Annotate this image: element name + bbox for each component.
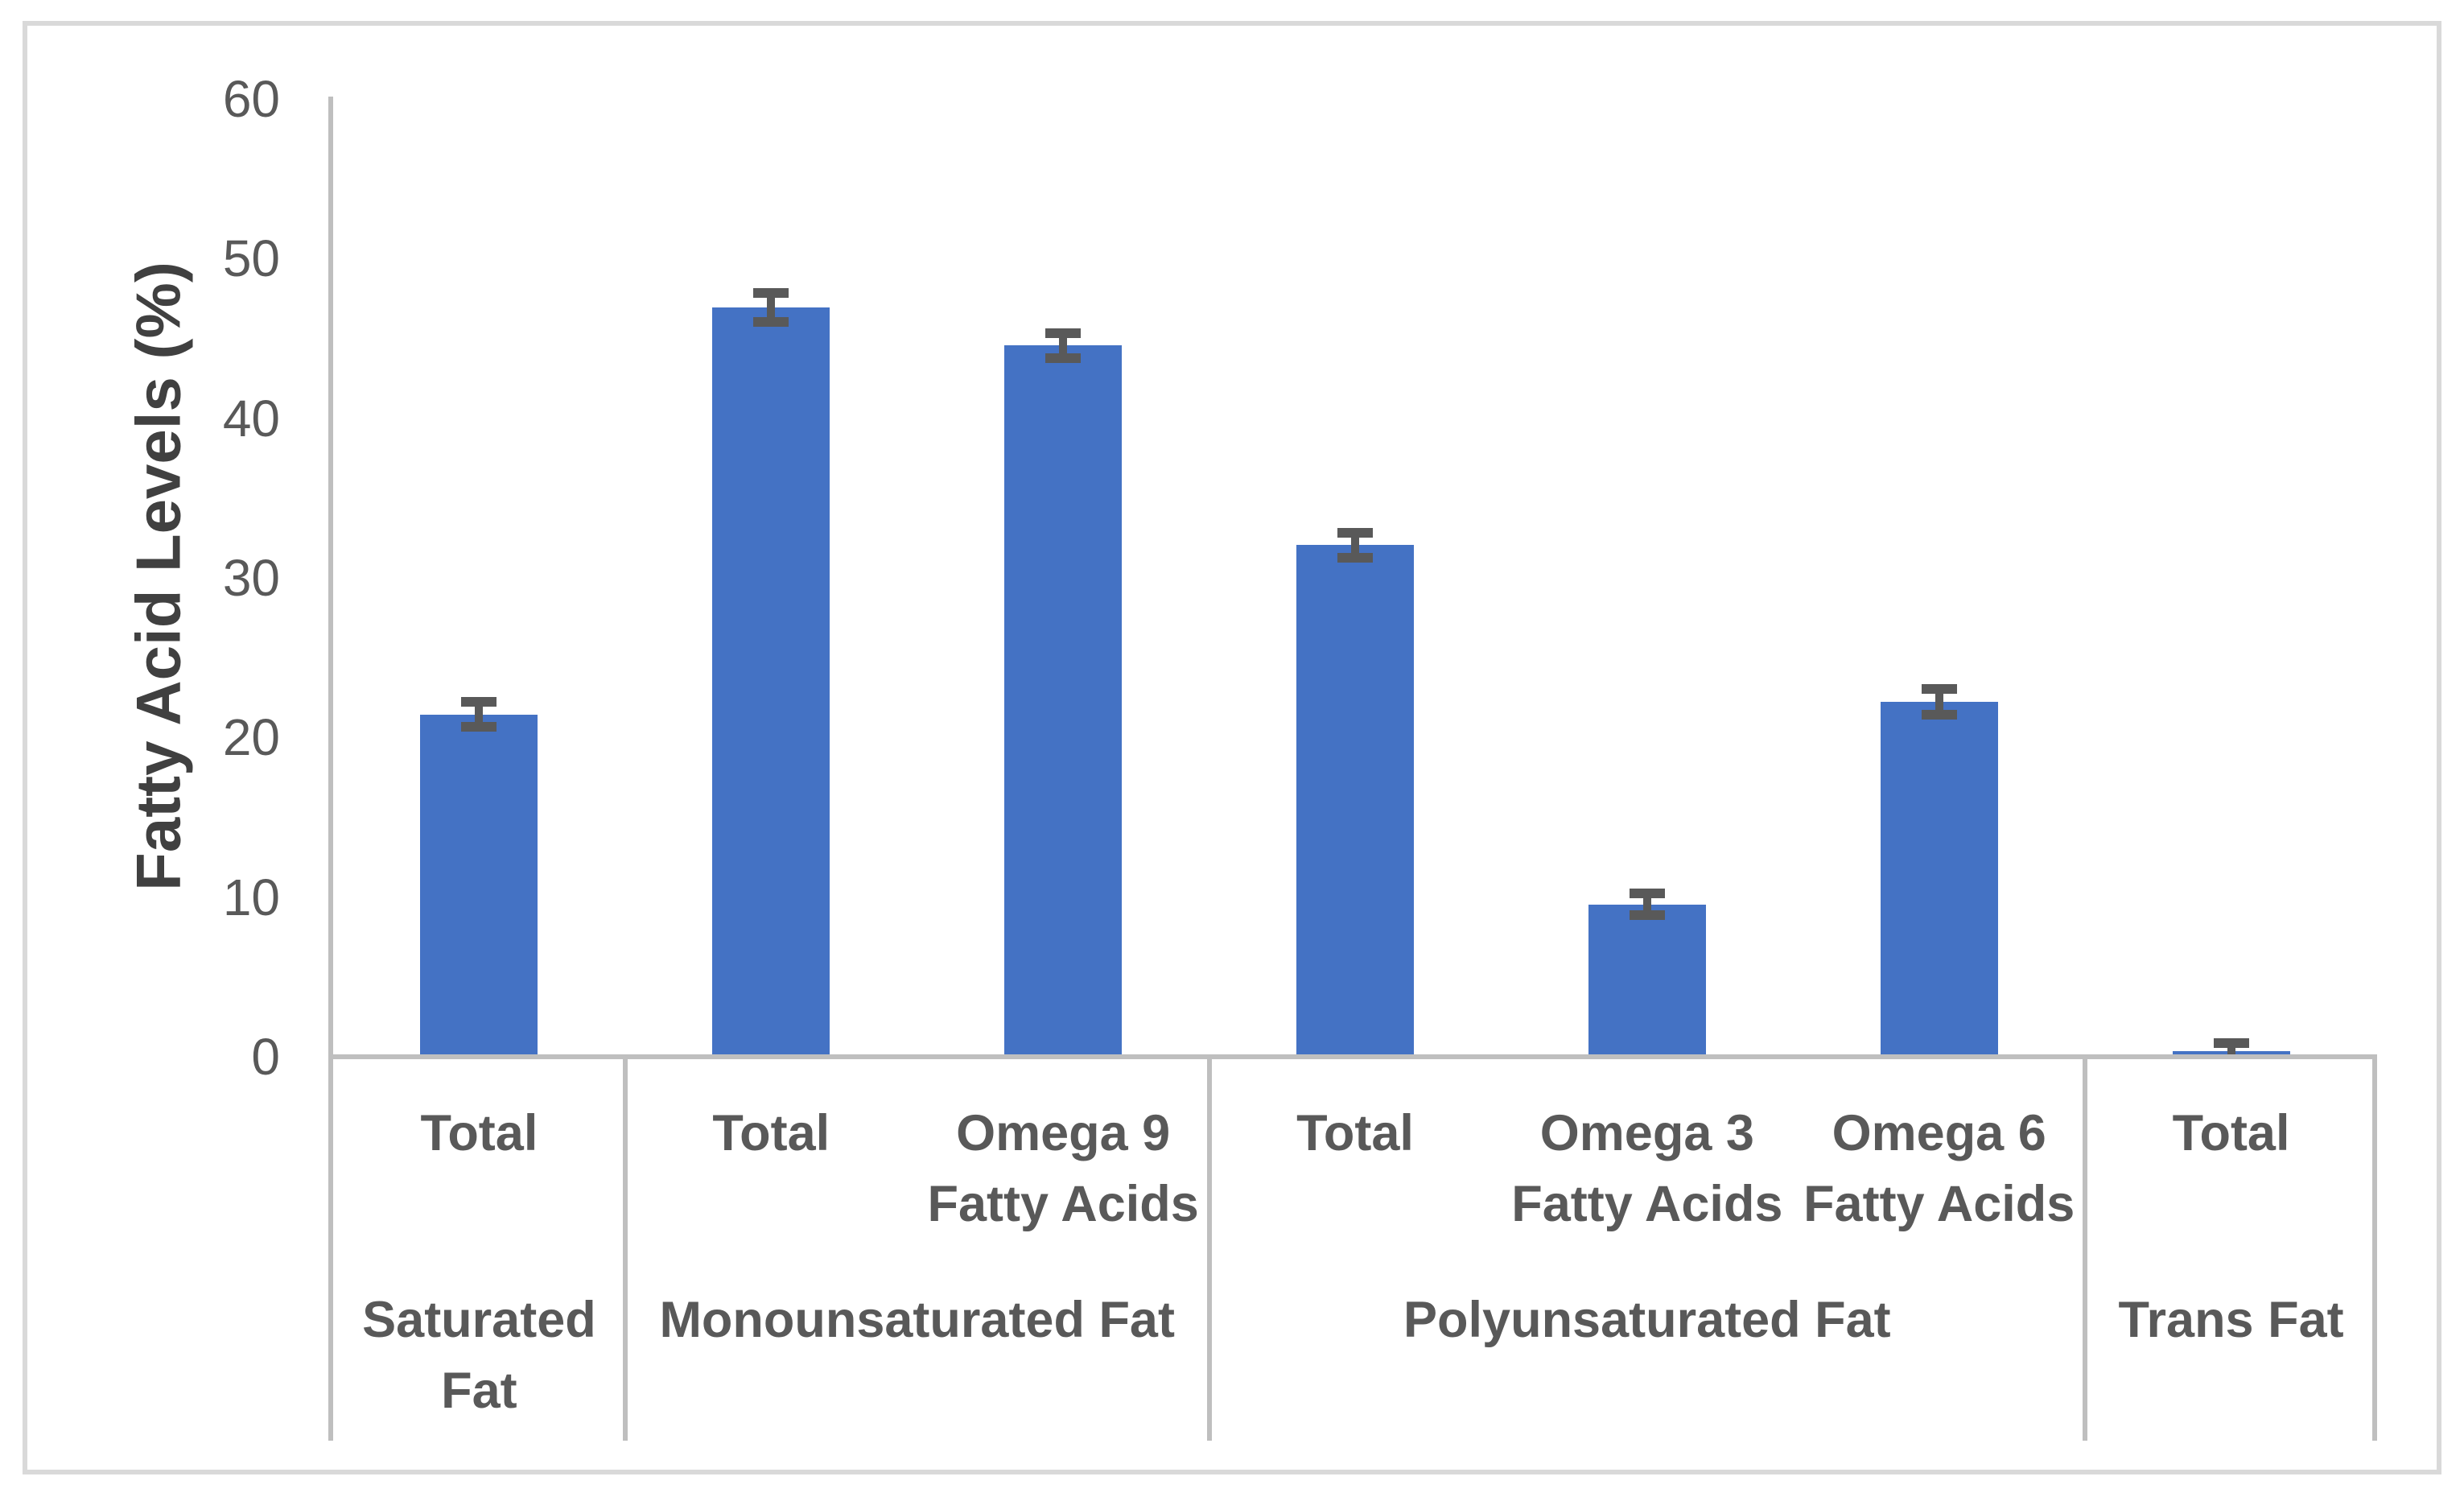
category-item-label: Omega 9 Fatty Acids (928, 1098, 1199, 1239)
category-item-label: Total (1296, 1098, 1414, 1169)
error-bar-whisker (1059, 328, 1068, 364)
error-bar-whisker (475, 696, 484, 732)
category-item-label-line: Total (712, 1105, 830, 1161)
y-tick-label: 30 (222, 549, 280, 607)
y-tick-label: 0 (251, 1028, 280, 1086)
category-item-label-line: Fatty Acids (1511, 1176, 1783, 1232)
category-item-label: Omega 6 Fatty Acids (1803, 1098, 2075, 1239)
category-group-label-line: Polyunsaturated Fat (1403, 1292, 1891, 1348)
y-tick-label: 20 (222, 708, 280, 767)
bar (712, 307, 830, 1054)
error-bar-cap-top (1045, 328, 1082, 338)
category-group-label: Trans Fat (2119, 1285, 2344, 1355)
error-bar-whisker (767, 288, 776, 327)
category-group-label-line: Monounsaturated Fat (659, 1292, 1175, 1348)
error-bar-cap-bottom (753, 316, 789, 327)
bar (1296, 545, 1414, 1054)
chart-border (23, 21, 2441, 1474)
bar (420, 714, 538, 1054)
category-item-label-line: Fatty Acids (1803, 1176, 2075, 1232)
y-tick-label: 10 (222, 868, 280, 926)
bar (1588, 904, 1706, 1054)
category-item-label-line: Total (1296, 1105, 1414, 1161)
bar (1004, 345, 1123, 1054)
category-divider (622, 1054, 628, 1441)
category-item-label: Total (2173, 1098, 2290, 1169)
category-group-label: Monounsaturated Fat (659, 1285, 1175, 1355)
error-bar-cap-top (461, 696, 497, 707)
y-axis-line (328, 97, 333, 1059)
bar (1880, 701, 1998, 1054)
category-item-label-line: Omega 3 (1539, 1105, 1754, 1161)
category-item-label-line: Fatty Acids (927, 1176, 1199, 1232)
y-tick-label: 60 (222, 70, 280, 128)
x-axis-line (328, 1054, 2377, 1059)
category-divider (2083, 1054, 2088, 1441)
y-tick-label: 50 (222, 229, 280, 288)
error-bar-whisker (1935, 683, 1943, 720)
category-group-label: Saturated Fat (362, 1285, 596, 1426)
category-item-label-line: Total (2172, 1105, 2290, 1161)
y-tick-label: 40 (222, 389, 280, 447)
category-group-label: Polyunsaturated Fat (1403, 1285, 1891, 1355)
error-bar-cap-top (753, 288, 789, 298)
category-divider (2372, 1054, 2377, 1441)
error-bar-cap-top (2213, 1038, 2249, 1049)
error-bar-cap-bottom (1629, 910, 1665, 921)
category-item-label-line: Omega 9 (956, 1105, 1171, 1161)
category-item-label-line: Total (420, 1105, 538, 1161)
error-bar-cap-top (1921, 683, 1957, 694)
category-item-label: Total (712, 1098, 830, 1169)
error-bar-whisker (1642, 888, 1651, 921)
category-item-label: Omega 3 Fatty Acids (1511, 1098, 1782, 1239)
error-bar-cap-top (1337, 527, 1373, 538)
category-item-label-line: Omega 6 (1832, 1105, 2046, 1161)
category-group-label-line: Fat (441, 1363, 517, 1419)
error-bar-cap-bottom (1921, 709, 1957, 720)
error-bar-cap-bottom (1337, 553, 1373, 563)
category-group-label-line: Saturated (362, 1292, 596, 1348)
error-bar-whisker (1351, 527, 1359, 563)
error-bar-cap-bottom (461, 722, 497, 732)
category-group-label-line: Trans Fat (2118, 1292, 2344, 1348)
category-divider (1206, 1054, 1212, 1441)
error-bar-cap-bottom (1045, 353, 1082, 364)
error-bar-cap-top (1629, 888, 1665, 898)
category-item-label: Total (421, 1098, 538, 1169)
category-divider (328, 1054, 333, 1441)
